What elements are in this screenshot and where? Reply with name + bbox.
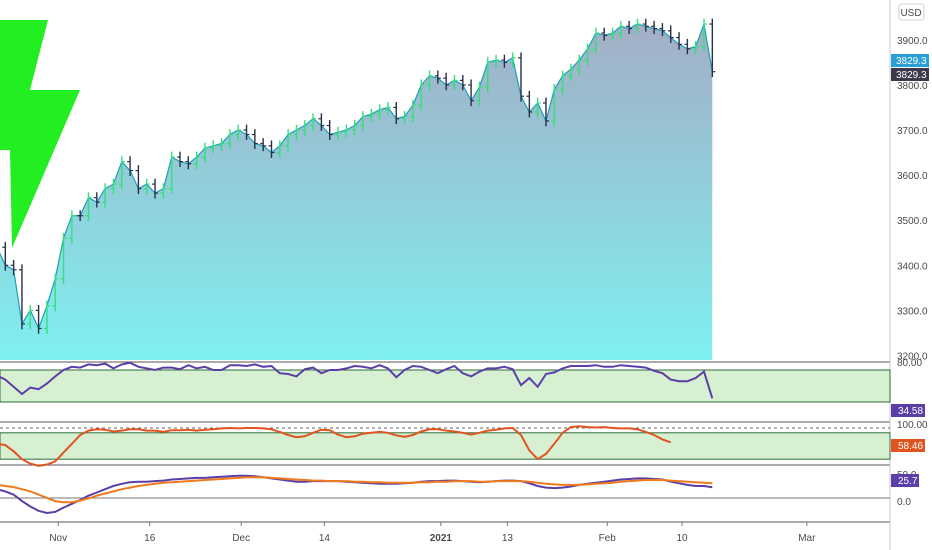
time-axis-label: 16	[144, 533, 156, 544]
price-axis-tick: 3800.0	[897, 81, 928, 92]
rsi-value-label: 34.58	[898, 406, 923, 417]
stochastic-panel	[0, 425, 891, 467]
time-axis-label: 2021	[430, 533, 453, 544]
macd-value-label: 25.7	[898, 476, 918, 487]
price-axis-tick: 3400.0	[897, 261, 928, 272]
price-bars	[2, 18, 716, 334]
macd-axis-tick: 0.0	[897, 497, 911, 508]
time-axis-label: 10	[676, 533, 688, 544]
price-axis-tick: 3600.0	[897, 171, 928, 182]
time-axis-label: Nov	[49, 533, 67, 544]
time-axis-label: 14	[319, 533, 331, 544]
price-axis-tick: 3700.0	[897, 126, 928, 137]
stochastic-value-label: 58.46	[898, 441, 923, 452]
currency-label: USD	[900, 8, 921, 19]
time-axis-label: Mar	[798, 533, 816, 544]
time-axis-label: Feb	[599, 533, 617, 544]
stochastic-value-pill: 58.46	[891, 439, 925, 452]
stochastic-axis-tick: 100.00	[897, 420, 928, 431]
last-price-pill: 3829.3	[891, 54, 929, 67]
time-axis-label: Dec	[232, 533, 250, 544]
macd-value-pill: 25.7	[891, 474, 919, 487]
last-close-label: 3829.3	[896, 70, 927, 81]
stochastic-band	[0, 432, 891, 460]
macd-panel	[0, 474, 890, 515]
rsi-panel	[0, 361, 891, 403]
price-axis-tick: 3300.0	[897, 306, 928, 317]
rsi-value-pill: 34.58	[891, 404, 925, 417]
rsi-line	[0, 361, 714, 399]
stochastic-line	[0, 425, 672, 467]
time-axis: Nov 16 Dec 14 2021 13 Feb 10 Mar	[49, 522, 816, 544]
price-panel	[0, 18, 716, 360]
price-axis-tick: 3900.0	[897, 36, 928, 47]
time-axis-label: 13	[502, 533, 514, 544]
price-axis: 3900.0 3800.0 3700.0 3600.0 3500.0 3400.0 3300…	[897, 36, 928, 363]
signal-line	[0, 476, 713, 504]
price-axis-tick: 3200.0	[897, 351, 928, 362]
rsi-axis-tick: 80.00	[897, 358, 922, 369]
last-price-label: 3829.3	[896, 56, 927, 67]
price-axis-tick: 3500.0	[897, 216, 928, 227]
lightning-bolt-icon	[0, 20, 80, 248]
currency-badge[interactable]: USD	[898, 3, 925, 21]
rsi-band	[0, 369, 891, 403]
price-area	[0, 24, 713, 360]
last-close-pill: 3829.3	[891, 68, 929, 81]
